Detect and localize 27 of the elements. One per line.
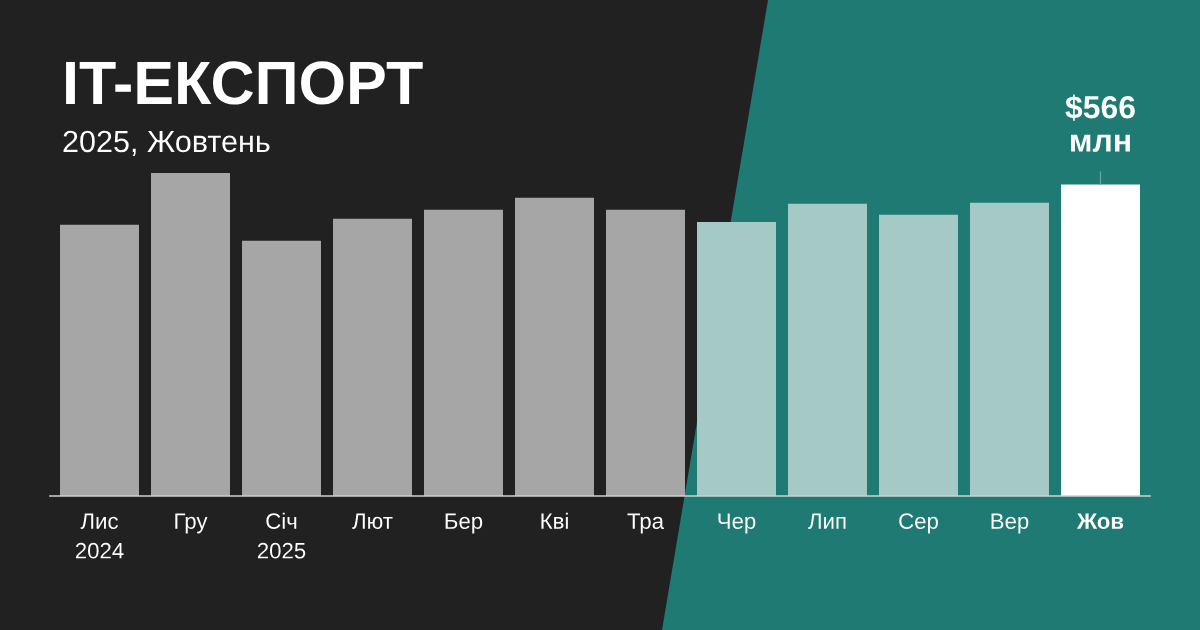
bar bbox=[1061, 184, 1140, 496]
bar bbox=[697, 221, 776, 496]
x-tick-label: Сер bbox=[899, 513, 938, 534]
bar bbox=[60, 224, 139, 496]
bar bbox=[333, 218, 412, 496]
bar bbox=[606, 209, 685, 496]
x-tick-label: Чер bbox=[718, 513, 756, 534]
x-tick-label: Вер bbox=[991, 513, 1029, 534]
bar bbox=[515, 197, 594, 496]
x-tick-label: Бер bbox=[445, 513, 483, 534]
bar bbox=[788, 203, 867, 496]
bar bbox=[424, 209, 503, 496]
x-tick-label: Тра bbox=[627, 513, 665, 534]
chart-title: IT-ЕКСПОРТ bbox=[66, 61, 423, 105]
bar bbox=[242, 240, 321, 496]
x-tick-label: Жов bbox=[1076, 513, 1124, 529]
bar bbox=[879, 214, 958, 496]
x-tick-label: Лис 2024 bbox=[75, 513, 124, 559]
data-label: $566 млн bbox=[1065, 94, 1135, 152]
bar bbox=[970, 202, 1049, 496]
bar bbox=[151, 173, 230, 496]
x-tick-label: Кві bbox=[541, 512, 568, 529]
x-tick-label: Гру bbox=[175, 513, 208, 534]
x-tick-label: Лип bbox=[808, 513, 846, 529]
chart-subtitle: 2025, Жовтень bbox=[63, 130, 270, 156]
x-tick-label: Лют bbox=[352, 513, 393, 529]
x-tick-label: Січ 2025 bbox=[257, 512, 306, 559]
